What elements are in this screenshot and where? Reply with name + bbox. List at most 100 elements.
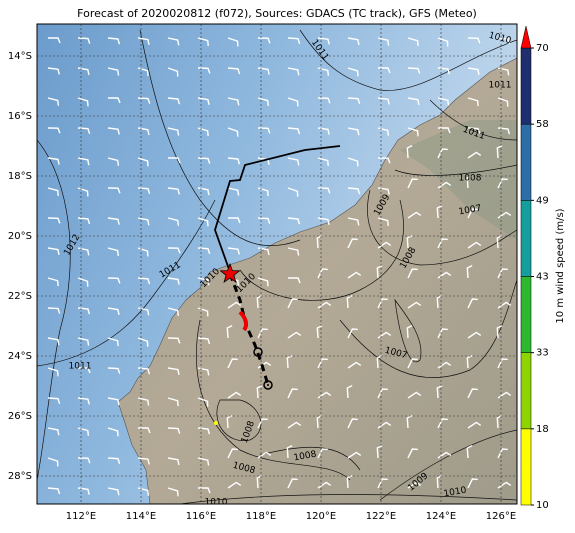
barb-stroke (107, 487, 120, 496)
wind-barb (317, 481, 332, 489)
barb-stroke (436, 475, 443, 489)
barb-stroke (317, 37, 330, 45)
wind-barb (467, 241, 482, 249)
barb-stroke (47, 277, 59, 287)
wind-barb (107, 247, 119, 257)
colorbar-label-group: 10 m wind speed (m/s) (555, 208, 566, 323)
wind-barb (167, 307, 179, 317)
wind-barb (167, 337, 181, 344)
barb-stroke (287, 421, 302, 429)
barb-stroke (107, 157, 120, 166)
wind-barb (407, 448, 418, 459)
lon-label: 126°E (486, 511, 516, 522)
wind-barb (497, 178, 508, 189)
lon-label: 120°E (306, 511, 336, 522)
barb-stroke (198, 487, 211, 494)
wind-barb (256, 475, 263, 489)
barb-stroke (167, 427, 181, 434)
wind-barb (407, 67, 421, 74)
barb-stroke (227, 97, 240, 106)
barb-stroke (377, 478, 388, 489)
barb-stroke (467, 67, 480, 75)
wind-barb (437, 181, 452, 189)
wind-barb (466, 265, 473, 279)
barb-stroke (497, 178, 508, 189)
wind-barb (287, 478, 298, 489)
colorbar-tick-label: 70 (536, 43, 549, 54)
wind-barb (376, 355, 383, 369)
wind-barb (107, 187, 121, 194)
wind-barb (47, 247, 60, 255)
barb-stroke (406, 415, 413, 429)
barb-stroke (406, 235, 413, 249)
wind-barb (197, 397, 209, 407)
wind-barb (137, 157, 149, 167)
barb-stroke (257, 127, 271, 134)
barb-stroke (377, 388, 388, 399)
barb-stroke (107, 217, 120, 225)
barb-stroke (437, 328, 448, 339)
barb-stroke (47, 457, 59, 467)
lon-label: 118°E (246, 511, 276, 522)
wind-barb (107, 397, 120, 406)
wind-barb (167, 97, 181, 105)
barb-stroke (167, 487, 179, 497)
wind-barb (137, 457, 150, 465)
colorbar-tick-label: 33 (536, 348, 549, 359)
lon-label: 112°E (66, 511, 96, 522)
wind-barb (77, 127, 91, 135)
barb-stroke (227, 157, 241, 165)
barb-stroke (197, 427, 211, 435)
wind-barb (107, 127, 120, 135)
wind-barb (287, 187, 299, 197)
barb-stroke (437, 181, 452, 189)
barb-stroke (347, 238, 358, 249)
barb-stroke (407, 481, 422, 489)
barb-stroke (466, 445, 473, 459)
barb-stroke (317, 217, 330, 225)
colorbar-tick-label: 18 (536, 424, 549, 435)
wind-barb (47, 337, 60, 346)
wind-barb (496, 145, 503, 159)
wind-barb (47, 127, 61, 134)
wind-barb (227, 448, 238, 459)
wind-barb (347, 97, 361, 105)
wind-barb (317, 301, 332, 309)
colorbar-band (520, 276, 532, 353)
barb-stroke (77, 487, 90, 495)
barb-stroke (137, 97, 151, 104)
wind-barb (437, 238, 448, 249)
wind-barb (107, 277, 121, 284)
wind-barb (378, 67, 391, 74)
barb-stroke (377, 37, 390, 46)
barb-stroke (137, 37, 150, 45)
wind-barb (407, 301, 422, 309)
wind-barb (466, 445, 473, 459)
barb-stroke (346, 295, 353, 309)
wind-barb (347, 127, 360, 136)
barb-stroke (347, 328, 358, 339)
wind-barb (407, 391, 422, 399)
wind-barb (197, 247, 211, 255)
barb-stroke (77, 157, 90, 166)
wind-barb (257, 97, 269, 107)
barb-stroke (137, 397, 150, 406)
wind-barb (467, 478, 478, 489)
barb-stroke (466, 355, 473, 369)
barb-stroke (438, 127, 451, 134)
wind-barb (137, 367, 151, 375)
barb-stroke (407, 37, 419, 47)
barb-stroke (107, 337, 119, 347)
storm-track (214, 145, 341, 425)
wind-barb (47, 427, 60, 436)
barb-stroke (347, 187, 361, 195)
wind-barb (227, 247, 240, 255)
wind-barb (107, 37, 121, 45)
barb-stroke (317, 448, 328, 459)
barb-stroke (347, 157, 359, 167)
wind-barb (167, 187, 180, 195)
barb-stroke (347, 217, 360, 226)
barb-stroke (496, 415, 503, 429)
wind-barb (198, 487, 211, 494)
